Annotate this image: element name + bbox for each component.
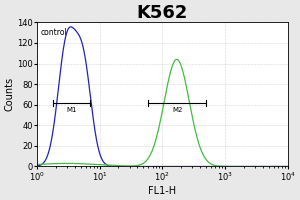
Text: M1: M1: [66, 107, 76, 113]
Y-axis label: Counts: Counts: [4, 77, 14, 111]
Text: M2: M2: [172, 107, 182, 113]
Text: control: control: [41, 28, 68, 37]
X-axis label: FL1-H: FL1-H: [148, 186, 176, 196]
Title: K562: K562: [136, 4, 188, 22]
